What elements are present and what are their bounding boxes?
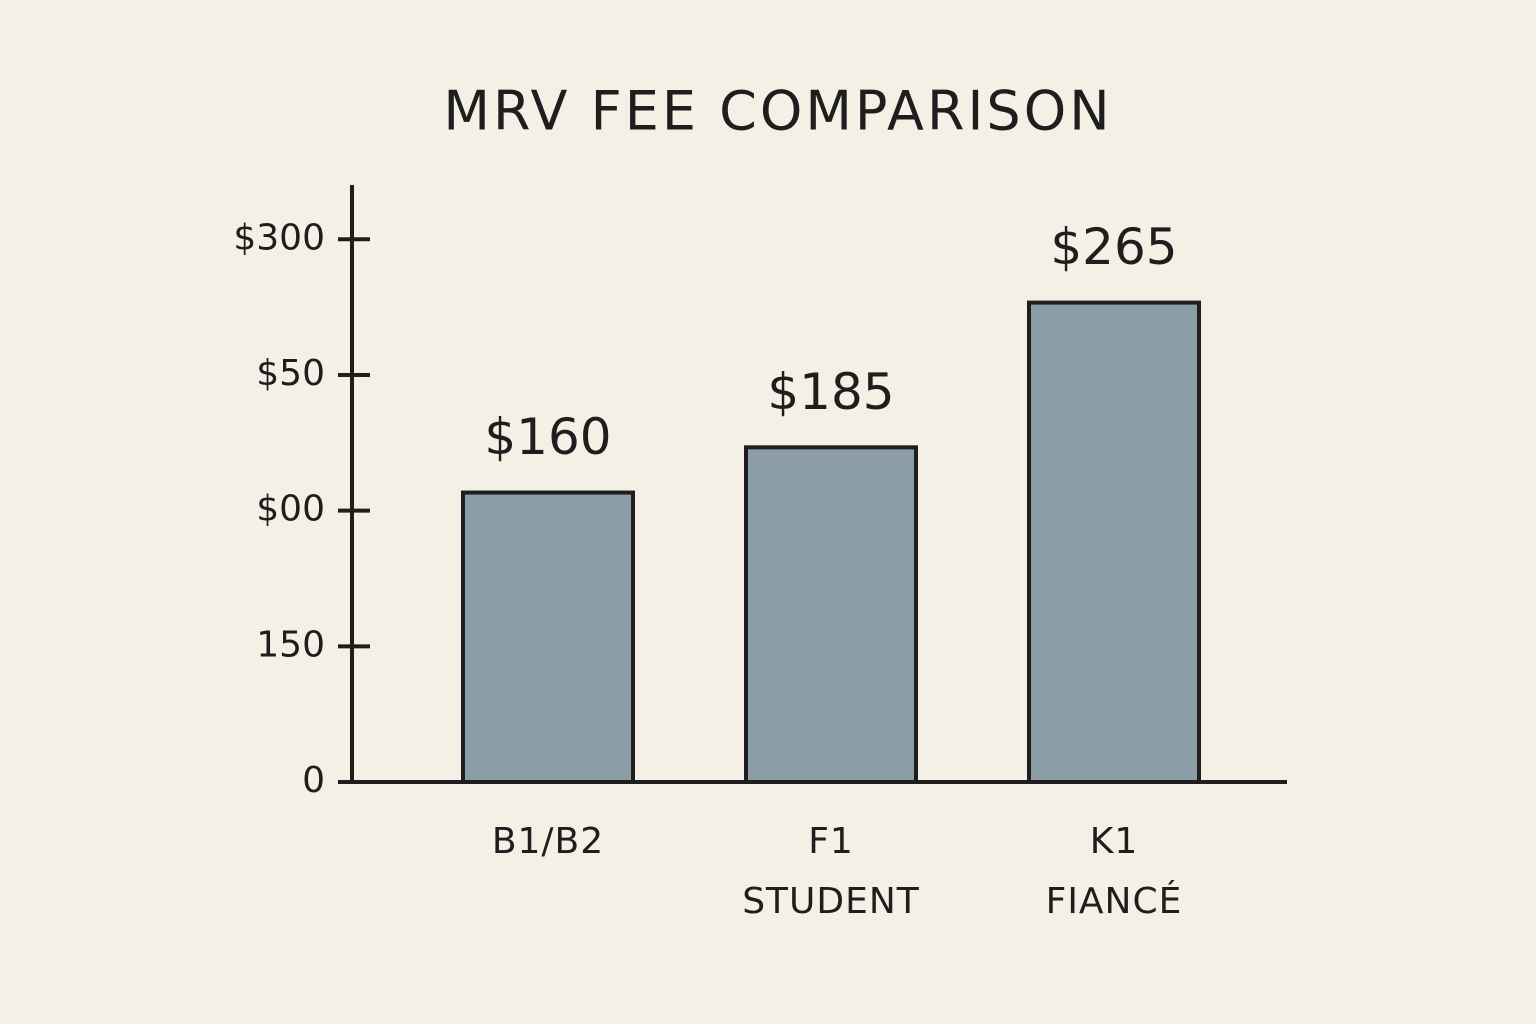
bar	[1027, 300, 1201, 784]
x-tick-label: STUDENT	[742, 881, 920, 922]
y-tick-label: $00	[256, 489, 325, 530]
value-label: $185	[767, 363, 894, 421]
x-tick-label: K1	[1090, 821, 1139, 862]
y-tick-label: 0	[302, 760, 325, 801]
bar	[461, 490, 635, 784]
y-tick-label: $50	[256, 353, 325, 394]
chart-title: MRV FEE COMPARISON	[443, 80, 1112, 143]
bar	[744, 445, 918, 784]
y-tick-label: $300	[233, 217, 325, 258]
x-tick-label: F1	[808, 821, 854, 862]
value-label: $160	[484, 408, 611, 466]
y-tick-label: 150	[256, 624, 325, 665]
x-tick-label: B1/B2	[492, 821, 604, 862]
value-label: $265	[1050, 218, 1177, 276]
x-tick-label: FIANCÉ	[1046, 880, 1183, 922]
